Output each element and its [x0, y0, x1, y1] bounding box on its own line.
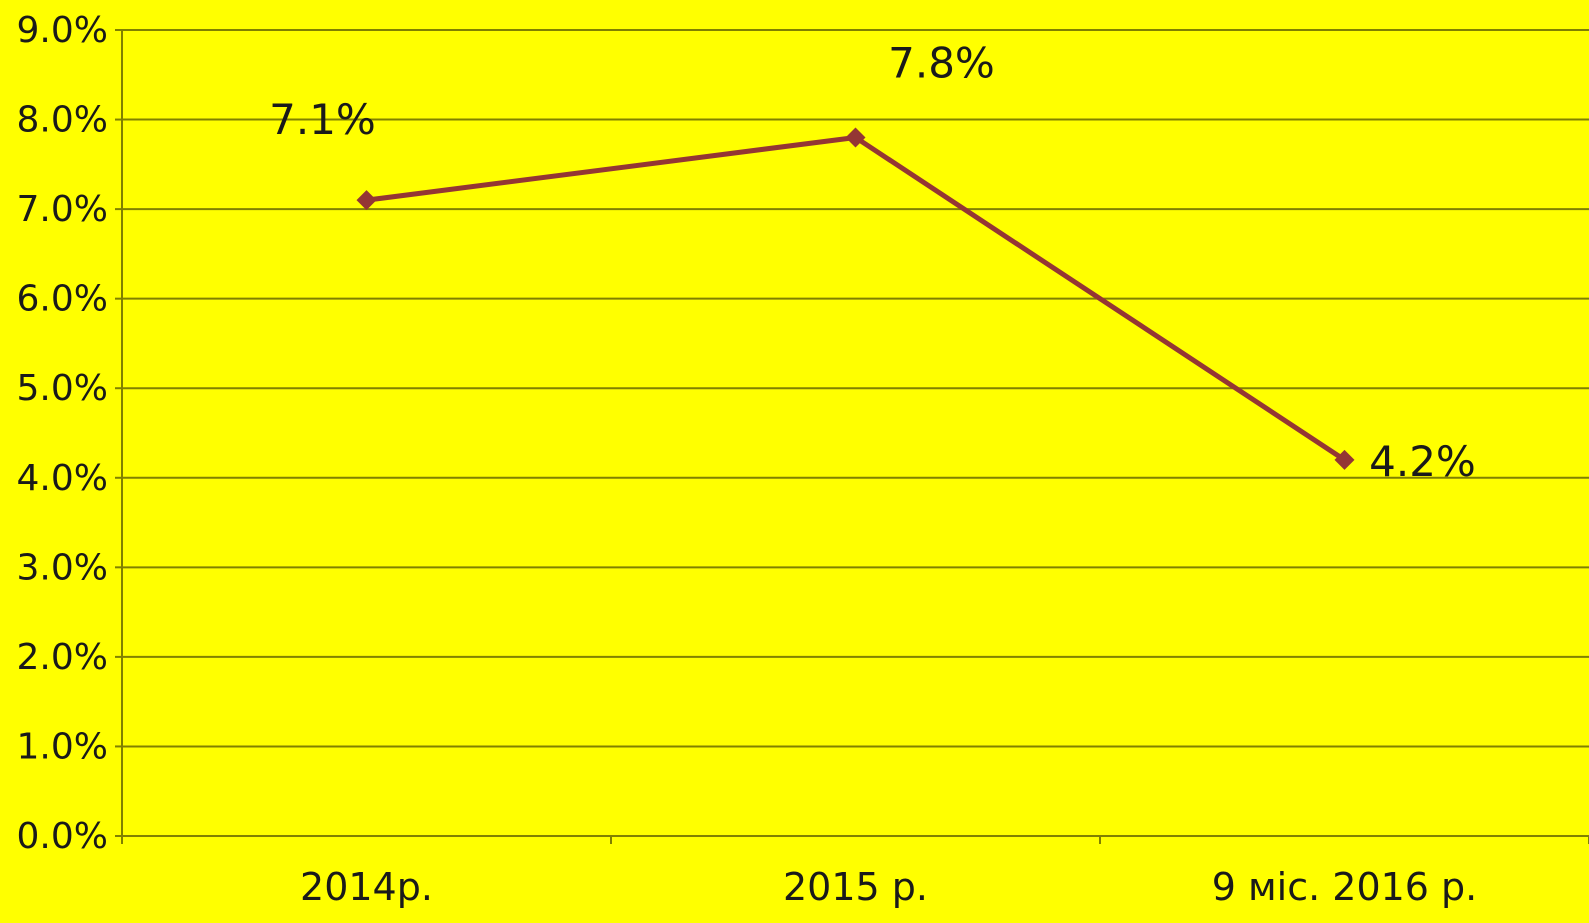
- y-tick-label: 7.0%: [17, 189, 108, 230]
- y-tick-label: 1.0%: [17, 726, 108, 767]
- y-tick: 6.0%: [17, 279, 108, 320]
- y-tick-label: 9.0%: [17, 10, 108, 51]
- y-tick: 3.0%: [17, 547, 108, 588]
- y-tick-label: 0.0%: [17, 816, 108, 857]
- y-tick: 4.0%: [17, 458, 108, 499]
- y-tick-label: 8.0%: [17, 100, 108, 141]
- data-point: [356, 190, 377, 211]
- y-tick-label: 3.0%: [17, 547, 108, 588]
- data-label: 7.1%: [269, 95, 376, 144]
- data-point: [845, 127, 866, 148]
- x-tick: 2015 р.: [783, 865, 928, 909]
- y-tick-label: 6.0%: [17, 279, 108, 320]
- y-tick: 1.0%: [17, 726, 108, 767]
- x-tick-label: 2015 р.: [783, 865, 928, 909]
- data-labels: 7.1% 7.8% 4.2%: [269, 38, 1476, 485]
- data-point: [1334, 449, 1355, 470]
- data-label: 7.8%: [888, 38, 995, 87]
- y-tick: 5.0%: [17, 368, 108, 409]
- y-tick-label: 5.0%: [17, 368, 108, 409]
- x-tick-label: 2014р.: [300, 865, 433, 909]
- y-tick-label: 2.0%: [17, 637, 108, 678]
- y-tick-label: 4.0%: [17, 458, 108, 499]
- y-tick: 2.0%: [17, 637, 108, 678]
- y-tick: 8.0%: [17, 100, 108, 141]
- x-tick-label: 9 міс. 2016 р.: [1212, 865, 1478, 909]
- data-label: 4.2%: [1369, 437, 1476, 486]
- y-tick: 9.0%: [17, 10, 108, 51]
- x-tick: 2014р.: [300, 865, 433, 909]
- y-tick: 7.0%: [17, 189, 108, 230]
- y-tick: 0.0%: [17, 816, 108, 857]
- x-tick: 9 міс. 2016 р.: [1212, 865, 1478, 909]
- gridlines: [122, 29, 1589, 748]
- x-axis: 2014р. 2015 р. 9 міс. 2016 р.: [121, 835, 1589, 909]
- series-line: [356, 127, 1355, 470]
- y-axis: 0.0% 1.0% 2.0% 3.0% 4.0% 5.0% 6.0% 7.0% 8.0% 9.0%: [17, 10, 123, 857]
